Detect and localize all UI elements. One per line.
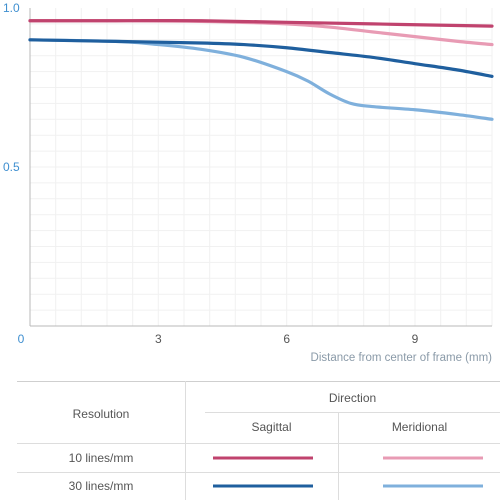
x-tick-label: 9 [412, 332, 419, 346]
legend-direction-header: Direction [328, 391, 377, 405]
mtf-chart: 0.5 1.0 0 3 6 9 Distance from center of frame … [3, 1, 494, 364]
legend-sagittal-header: Sagittal [251, 420, 292, 434]
y-tick-label: 0.5 [3, 160, 20, 174]
chart-labels: 0.5 1.0 0 3 6 9 Distance from center of frame … [3, 1, 492, 364]
chart-axes [29, 8, 492, 327]
legend-panel: Resolution Direction Sagittal Meridional… [17, 381, 500, 500]
legend-resolution-header: Resolution [72, 407, 130, 421]
series-line-10-sagittal [28, 19, 494, 28]
x-tick-label: 6 [283, 332, 290, 346]
y-tick-label: 1.0 [3, 1, 20, 15]
legend-row-label-30: 30 lines/mm [68, 479, 134, 493]
x-tick-label: 0 [18, 332, 25, 346]
legend-lines [17, 381, 500, 500]
legend-meridional-header: Meridional [391, 420, 448, 434]
x-axis-label: Distance from center of frame (mm) [311, 352, 493, 364]
legend-row-label-10: 10 lines/mm [68, 451, 134, 465]
series-line-30-meridional [28, 38, 494, 121]
chart-series [28, 19, 494, 121]
x-tick-label: 3 [155, 332, 162, 346]
chart-grid [30, 8, 493, 326]
series-line-30-sagittal [28, 38, 494, 78]
